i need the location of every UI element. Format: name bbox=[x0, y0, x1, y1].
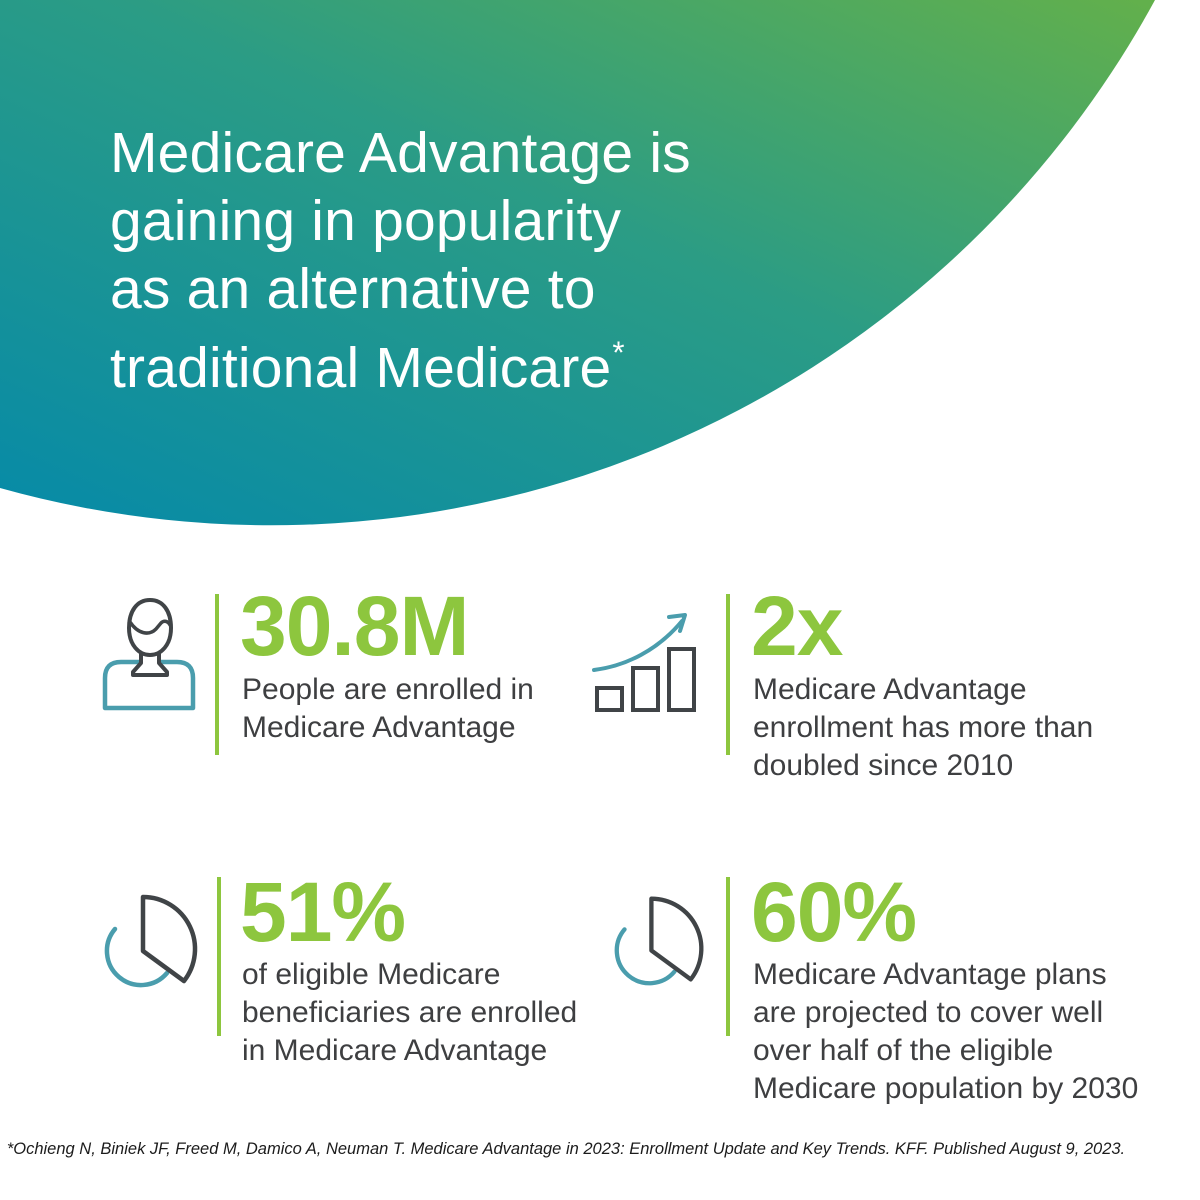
stat-desc-eligible: of eligible Medicare beneficiaries are e… bbox=[242, 956, 577, 1070]
person-icon bbox=[102, 597, 196, 711]
desc-line: People are enrolled in bbox=[242, 673, 534, 706]
desc-line: beneficiaries are enrolled bbox=[242, 996, 578, 1029]
stat-value-enrolled: 30.8M bbox=[240, 579, 469, 673]
desc-line: doubled since 2010 bbox=[753, 749, 1014, 782]
desc-line: Medicare population by 2030 bbox=[753, 1072, 1139, 1105]
stat-desc-doubled: Medicare Advantage enrollment has more t… bbox=[753, 671, 1093, 785]
desc-line: enrollment has more than bbox=[753, 711, 1094, 744]
stat-divider bbox=[726, 594, 730, 755]
stat-value-eligible: 51% bbox=[240, 865, 406, 959]
pie-chart-icon bbox=[104, 894, 198, 988]
growth-chart-icon bbox=[592, 613, 696, 712]
desc-line: of eligible Medicare bbox=[242, 958, 501, 991]
title-line: traditional Medicare* bbox=[110, 335, 625, 400]
stat-value-projected: 60% bbox=[751, 865, 917, 959]
desc-line: in Medicare Advantage bbox=[242, 1034, 548, 1067]
page-title: Medicare Advantage is gaining in popular… bbox=[110, 119, 691, 402]
title-line: as an alternative to bbox=[110, 257, 596, 321]
stat-value-doubled: 2x bbox=[751, 579, 843, 673]
desc-line: Medicare Advantage plans bbox=[753, 958, 1107, 991]
stat-desc-enrolled: People are enrolled in Medicare Advantag… bbox=[242, 671, 534, 747]
citation-text: *Ochieng N, Biniek JF, Freed M, Damico A… bbox=[6, 1140, 1126, 1158]
desc-line: over half of the eligible bbox=[753, 1034, 1054, 1067]
stat-divider bbox=[215, 594, 219, 755]
pie-chart-icon bbox=[614, 896, 704, 986]
desc-line: are projected to cover well bbox=[753, 996, 1104, 1029]
footnote-marker: * bbox=[612, 335, 625, 370]
stat-desc-projected: Medicare Advantage plans are projected t… bbox=[753, 956, 1138, 1108]
title-line: gaining in popularity bbox=[110, 189, 622, 253]
stat-divider bbox=[726, 877, 730, 1036]
desc-line: Medicare Advantage bbox=[753, 673, 1027, 706]
title-line: Medicare Advantage is bbox=[110, 121, 691, 185]
stat-divider bbox=[217, 877, 221, 1036]
header-gradient-curve bbox=[0, 0, 1155, 526]
desc-line: Medicare Advantage bbox=[242, 711, 516, 744]
